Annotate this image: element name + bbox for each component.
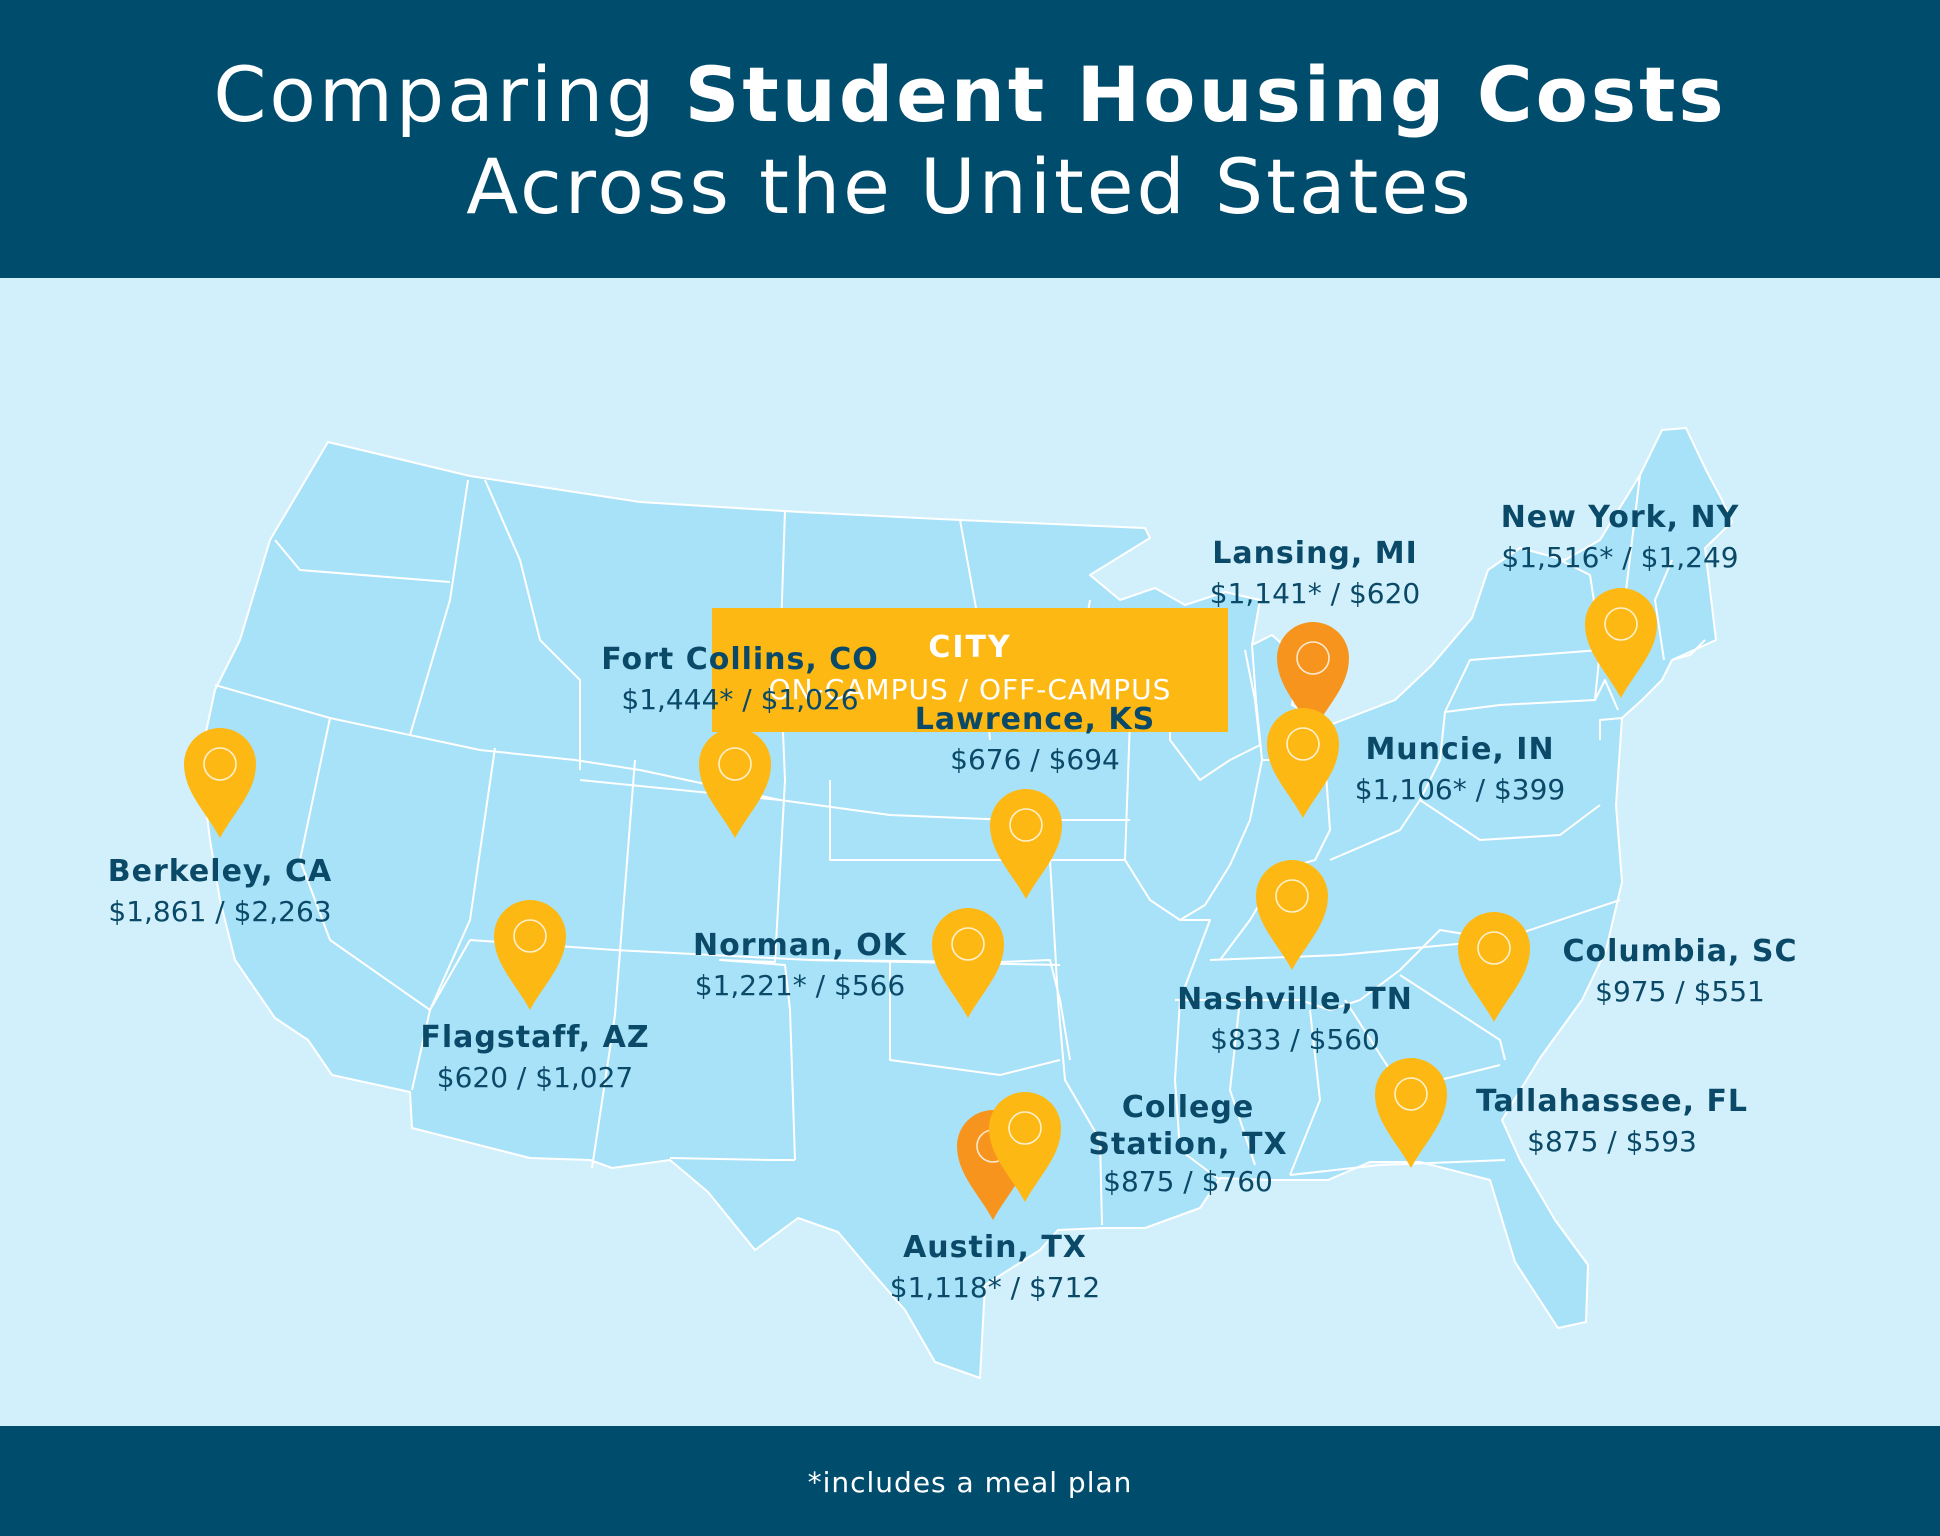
label-tallahassee: Tallahassee, FL $875 / $593 — [1462, 1082, 1762, 1162]
city-name: New York, NY — [1500, 500, 1740, 535]
city-cost: $875 / $593 — [1527, 1125, 1697, 1158]
label-college-station: College Station, TX $875 / $760 — [1068, 1088, 1308, 1202]
city-name: Lansing, MI — [1212, 536, 1418, 571]
label-muncie: Muncie, IN $1,106* / $399 — [1335, 730, 1585, 810]
city-cost: $1,118* / $712 — [889, 1271, 1101, 1304]
legend-subtitle: ON-CAMPUS / OFF-CAMPUS — [768, 673, 1172, 706]
label-norman: Norman, OK $1,221* / $566 — [670, 926, 930, 1006]
city-name: Austin, TX — [903, 1230, 1087, 1265]
city-name: Tallahassee, FL — [1475, 1084, 1749, 1119]
pin-lansing[interactable] — [1275, 620, 1351, 734]
city-cost: $1,861 / $2,263 — [108, 895, 332, 928]
pin-nashville[interactable] — [1254, 858, 1330, 972]
city-cost: $833 / $560 — [1210, 1023, 1380, 1056]
city-cost: $875 / $760 — [1103, 1165, 1273, 1198]
map-marker-icon — [184, 728, 256, 838]
label-lawrence: Lawrence, KS $676 / $694 — [875, 700, 1195, 780]
map-marker-icon — [990, 789, 1062, 899]
label-flagstaff: Flagstaff, AZ $620 / $1,027 — [385, 1018, 685, 1098]
city-name: Nashville, TN — [1177, 982, 1413, 1017]
page-title-line2: Across the United States — [466, 142, 1474, 231]
city-name: Berkeley, CA — [107, 854, 333, 889]
legend-title: CITY — [928, 630, 1012, 665]
map-marker-icon — [932, 908, 1004, 1018]
label-nashville: Nashville, TN $833 / $560 — [1150, 980, 1440, 1060]
pin-flagstaff[interactable] — [492, 898, 568, 1012]
label-columbia: Columbia, SC $975 / $551 — [1540, 932, 1820, 1012]
city-name: Columbia, SC — [1562, 934, 1798, 969]
pin-muncie[interactable] — [1265, 706, 1341, 820]
footnote: *includes a meal plan — [807, 1466, 1133, 1499]
label-berkeley: Berkeley, CA $1,861 / $2,263 — [70, 852, 370, 932]
map-marker-icon — [1585, 588, 1657, 698]
map-marker-icon — [989, 1092, 1061, 1202]
map-marker-icon — [699, 728, 771, 838]
city-cost: $1,141* / $620 — [1209, 577, 1421, 610]
city-cost: $1,516* / $1,249 — [1501, 541, 1739, 574]
city-cost: $1,444* / $1,026 — [621, 683, 859, 716]
pin-lawrence[interactable] — [988, 787, 1064, 901]
city-cost: $975 / $551 — [1595, 975, 1765, 1008]
pin-norman[interactable] — [930, 906, 1006, 1020]
city-name: Lawrence, KS — [914, 702, 1156, 737]
title-prefix: Comparing — [213, 50, 685, 139]
page-title-line1: Comparing Student Housing Costs — [0, 50, 1940, 139]
map-marker-icon — [1256, 860, 1328, 970]
pin-tallahassee[interactable] — [1373, 1056, 1449, 1170]
city-name: Fort Collins, CO — [601, 642, 879, 677]
footer-banner: *includes a meal plan — [0, 1426, 1940, 1536]
label-fort-collins: Fort Collins, CO $1,444* / $1,026 — [555, 640, 925, 720]
header-banner: Comparing Student Housing Costs Across t… — [0, 0, 1940, 278]
pin-fort-collins[interactable] — [697, 726, 773, 840]
map-marker-icon — [1375, 1058, 1447, 1168]
pin-columbia[interactable] — [1456, 910, 1532, 1024]
city-name: Flagstaff, AZ — [420, 1020, 650, 1055]
map-marker-icon — [1267, 708, 1339, 818]
city-cost: $1,106* / $399 — [1354, 773, 1566, 806]
city-name-line1: College — [1121, 1090, 1255, 1125]
map-area: CITY ON-CAMPUS / OFF-CAMPUS — [0, 278, 1940, 1426]
pin-new-york[interactable] — [1583, 586, 1659, 700]
label-austin: Austin, TX $1,118* / $712 — [865, 1228, 1125, 1308]
map-marker-icon — [1277, 622, 1349, 732]
map-marker-icon — [494, 900, 566, 1010]
label-lansing: Lansing, MI $1,141* / $620 — [1175, 534, 1455, 614]
city-name-line2: Station, TX — [1088, 1127, 1288, 1162]
city-name: Muncie, IN — [1365, 732, 1555, 767]
map-marker-icon — [1458, 912, 1530, 1022]
legend-box: CITY ON-CAMPUS / OFF-CAMPUS — [712, 608, 1228, 732]
city-cost: $676 / $694 — [950, 743, 1120, 776]
city-name: Norman, OK — [693, 928, 907, 963]
pin-college-station[interactable] — [987, 1090, 1063, 1204]
title-bold: Student Housing Costs — [684, 50, 1727, 139]
city-cost: $620 / $1,027 — [436, 1061, 634, 1094]
pin-berkeley[interactable] — [182, 726, 258, 840]
label-new-york: New York, NY $1,516* / $1,249 — [1460, 498, 1780, 578]
city-cost: $1,221* / $566 — [694, 969, 906, 1002]
